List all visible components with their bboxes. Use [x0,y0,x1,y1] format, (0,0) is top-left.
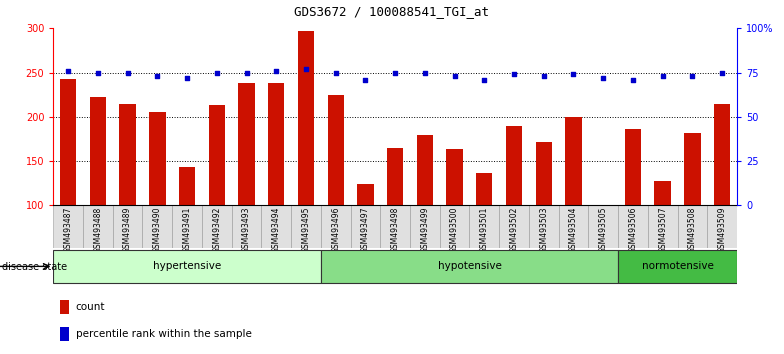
Text: normotensive: normotensive [641,261,713,272]
Bar [529,205,559,248]
Bar [89,97,106,205]
Bar [119,104,136,205]
Point [419,70,431,75]
Bar [60,301,69,314]
Bar [60,327,69,341]
Bar [328,95,344,205]
Point [716,70,728,75]
Bar [209,105,225,205]
Point [92,70,104,75]
Point [359,77,372,82]
Text: disease state: disease state [2,262,67,272]
Bar [83,205,113,248]
Bar [202,205,231,248]
Bar [321,205,350,248]
Bar [618,205,648,248]
Bar [350,205,380,248]
Bar [655,181,671,205]
Bar [535,142,552,205]
Bar [298,31,314,205]
Bar [565,117,582,205]
Bar [410,205,440,248]
Point [567,72,579,77]
Bar [506,126,522,205]
Bar [684,133,701,205]
Point [329,70,342,75]
Bar [291,205,321,248]
Text: hypertensive: hypertensive [153,261,221,272]
Point [597,75,609,81]
Bar [470,205,499,248]
Text: percentile rank within the sample: percentile rank within the sample [76,329,252,339]
Text: count: count [76,302,105,313]
Bar [707,205,737,248]
Bar [113,205,143,248]
Bar [358,184,374,205]
Point [478,77,491,82]
Point [448,73,461,79]
Bar [648,205,677,248]
Bar [172,205,202,248]
Point [299,66,312,72]
Point [240,70,252,75]
Bar [446,149,463,205]
Bar [559,205,588,248]
Bar [588,205,618,248]
Bar [416,136,433,205]
Bar [179,167,195,205]
Point [538,73,550,79]
FancyBboxPatch shape [618,250,737,283]
Point [181,75,194,81]
Point [62,68,74,74]
Point [270,68,282,74]
Point [626,77,639,82]
Point [508,72,521,77]
Bar [499,205,529,248]
Bar [238,83,255,205]
Bar [476,172,492,205]
Bar [53,205,83,248]
Point [122,70,134,75]
Bar [60,79,76,205]
Bar [143,205,172,248]
Bar [387,148,403,205]
Bar [149,113,165,205]
Text: hypotensive: hypotensive [437,261,502,272]
Point [686,73,699,79]
Bar [261,205,291,248]
Bar [380,205,410,248]
FancyBboxPatch shape [53,250,321,283]
Point [151,73,164,79]
Bar [625,129,641,205]
Point [656,73,669,79]
FancyBboxPatch shape [321,250,618,283]
Text: GDS3672 / 100088541_TGI_at: GDS3672 / 100088541_TGI_at [295,5,489,18]
Bar [677,205,707,248]
Point [389,70,401,75]
Point [211,70,223,75]
Bar [268,83,285,205]
Bar [231,205,261,248]
Bar [714,104,730,205]
Bar [440,205,470,248]
